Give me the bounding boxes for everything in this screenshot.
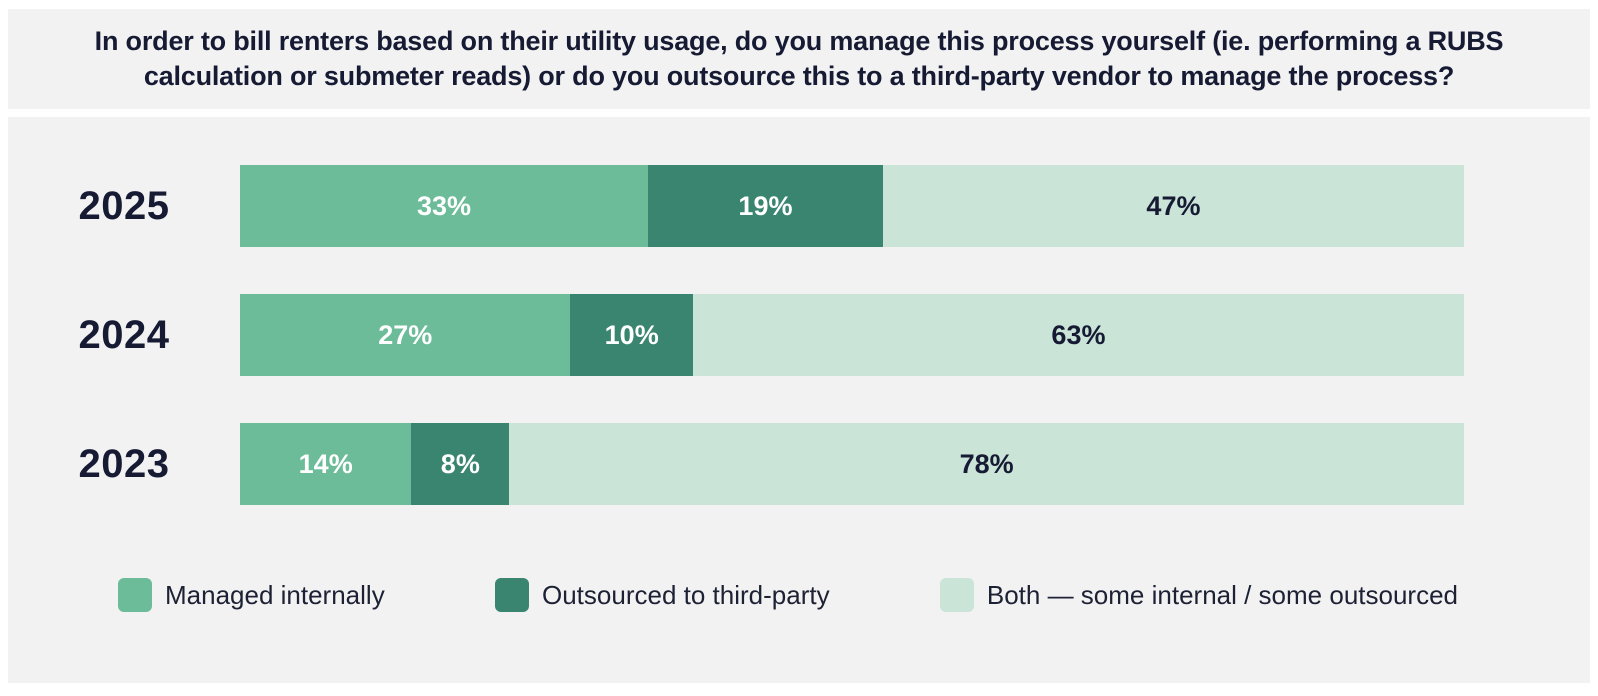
bar-segment: 47% — [882, 165, 1464, 247]
legend-swatch-icon — [118, 578, 152, 612]
segment-value-label: 14% — [298, 448, 353, 479]
bar-segment: 63% — [692, 294, 1465, 376]
legend-label: Both — some internal / some outsourced — [986, 579, 1458, 610]
legend-label: Outsourced to third-party — [542, 579, 830, 610]
legend-swatch-icon — [939, 578, 974, 612]
year-label: 2024 — [78, 312, 170, 357]
year-label: 2025 — [78, 183, 170, 228]
bar-segment: 78% — [509, 423, 1464, 505]
bar-track: 27% 10% 63% — [240, 294, 1465, 376]
question-title-panel: In order to bill renters based on their … — [8, 9, 1590, 109]
segment-value-label: 78% — [959, 448, 1014, 479]
segment-value-label: 33% — [416, 190, 472, 221]
segment-value-label: 47% — [1146, 190, 1201, 221]
legend-swatch-icon — [495, 578, 529, 612]
bar-segment: 19% — [648, 165, 883, 247]
segment-value-label: 8% — [440, 448, 480, 479]
segment-value-label: 27% — [378, 319, 433, 350]
segment-value-label: 10% — [604, 319, 659, 350]
bar-segment: 14% — [240, 423, 412, 505]
legend-item: Outsourced to third-party — [495, 578, 830, 612]
chart-rows: 2025 33% 19% 47% 2024 27% 10% 63% 2023 14% 8% 78% — [8, 165, 1590, 505]
stacked-bar-chart: 2025 33% 19% 47% 2024 27% 10% 63% 2023 14% 8% 78% M… — [8, 117, 1590, 683]
segment-value-label: 63% — [1051, 319, 1106, 350]
bar-segment: 27% — [240, 294, 571, 376]
bar-row-2024: 2024 27% 10% 63% — [8, 294, 1590, 376]
bar-segment: 33% — [240, 165, 648, 247]
bar-segment: 8% — [411, 423, 510, 505]
year-label: 2023 — [78, 441, 170, 486]
bar-row-2023: 2023 14% 8% 78% — [8, 423, 1590, 505]
segment-value-label: 19% — [738, 190, 793, 221]
legend-item: Managed internally — [118, 578, 385, 612]
question-title: In order to bill renters based on their … — [94, 25, 1504, 91]
chart-legend: Managed internally Outsourced to third-pa… — [8, 578, 1590, 612]
survey-chart-page: In order to bill renters based on their … — [0, 9, 1598, 696]
bar-segment: 10% — [570, 294, 693, 376]
legend-label: Managed internally — [165, 579, 385, 610]
bar-track: 33% 19% 47% — [240, 165, 1464, 247]
legend-item: Both — some internal / some outsourced — [939, 578, 1458, 612]
bar-row-2025: 2025 33% 19% 47% — [8, 165, 1590, 247]
bar-track: 14% 8% 78% — [240, 423, 1464, 505]
